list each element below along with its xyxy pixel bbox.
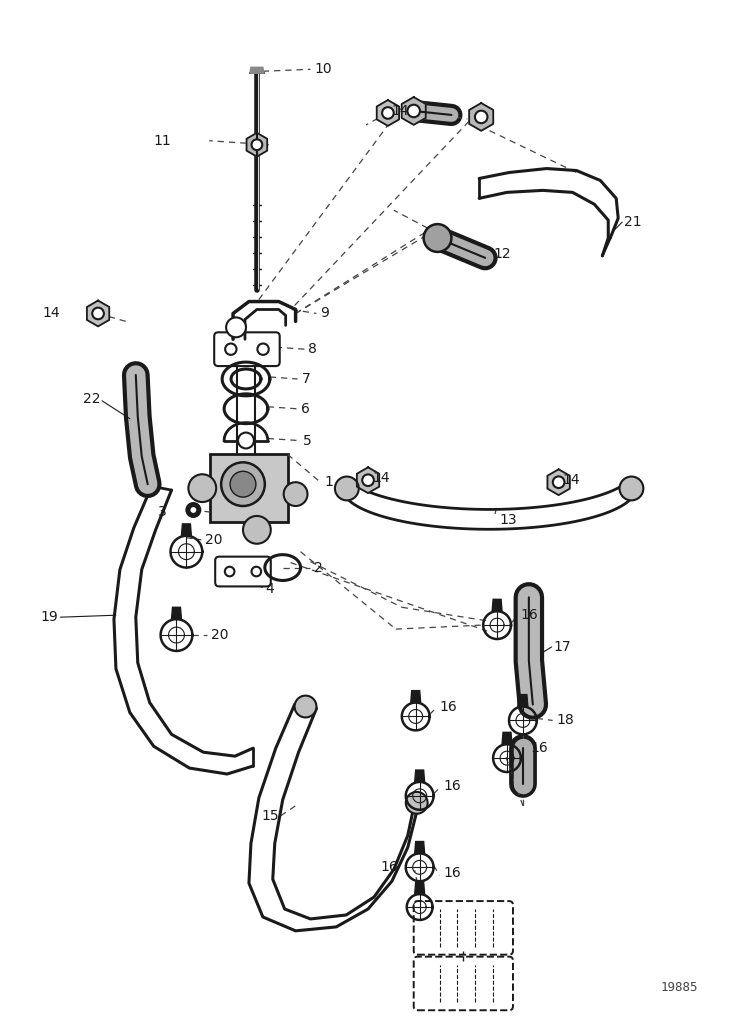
Polygon shape: [172, 608, 182, 619]
Text: 16: 16: [531, 741, 548, 755]
Polygon shape: [470, 103, 494, 131]
Circle shape: [225, 567, 235, 576]
Circle shape: [335, 476, 358, 501]
Circle shape: [424, 224, 451, 251]
Text: 1: 1: [325, 475, 333, 490]
Circle shape: [475, 111, 488, 123]
Text: 5: 5: [302, 434, 311, 448]
Text: 13: 13: [499, 513, 517, 527]
Polygon shape: [250, 67, 264, 73]
Text: 9: 9: [320, 306, 329, 321]
Text: 19885: 19885: [660, 981, 698, 995]
Polygon shape: [402, 97, 426, 125]
Text: 14: 14: [372, 471, 390, 486]
FancyBboxPatch shape: [414, 901, 513, 955]
Circle shape: [553, 476, 565, 488]
Circle shape: [620, 476, 644, 501]
Text: 15: 15: [261, 808, 279, 823]
Circle shape: [251, 139, 262, 150]
Circle shape: [407, 105, 420, 117]
Polygon shape: [492, 600, 502, 611]
Bar: [210, 454, 288, 522]
Text: 20: 20: [211, 628, 229, 642]
Text: 21: 21: [624, 215, 642, 229]
Polygon shape: [548, 469, 570, 495]
Text: 17: 17: [554, 640, 572, 654]
Text: 16: 16: [521, 608, 538, 622]
Text: 22: 22: [82, 392, 100, 406]
FancyBboxPatch shape: [214, 332, 280, 366]
Text: 20: 20: [206, 532, 223, 547]
Circle shape: [221, 462, 265, 506]
FancyBboxPatch shape: [414, 957, 513, 1010]
Polygon shape: [411, 690, 421, 702]
Polygon shape: [376, 100, 399, 126]
Text: 4: 4: [265, 582, 274, 597]
Text: 19: 19: [40, 610, 58, 624]
Circle shape: [284, 483, 308, 506]
Text: 2: 2: [314, 561, 323, 574]
Polygon shape: [502, 732, 512, 744]
Polygon shape: [415, 842, 424, 853]
Text: 16: 16: [440, 699, 458, 714]
Circle shape: [187, 503, 200, 517]
Text: 16: 16: [380, 860, 398, 874]
Polygon shape: [182, 524, 191, 535]
Text: 6: 6: [301, 402, 310, 415]
Circle shape: [243, 516, 271, 544]
Circle shape: [190, 506, 197, 514]
Circle shape: [92, 307, 104, 320]
Text: 14: 14: [392, 104, 410, 118]
Circle shape: [295, 695, 316, 718]
Circle shape: [226, 318, 246, 337]
Polygon shape: [518, 694, 528, 706]
Polygon shape: [415, 770, 424, 782]
Circle shape: [188, 474, 216, 502]
Text: 16: 16: [443, 779, 461, 793]
Circle shape: [362, 474, 374, 486]
Circle shape: [406, 792, 427, 813]
Polygon shape: [415, 883, 424, 894]
FancyBboxPatch shape: [215, 557, 271, 586]
Circle shape: [230, 471, 256, 497]
Text: 7: 7: [302, 372, 310, 386]
Circle shape: [382, 107, 394, 119]
Polygon shape: [357, 467, 380, 493]
Circle shape: [225, 343, 236, 355]
Circle shape: [251, 567, 261, 576]
Text: 10: 10: [314, 62, 332, 76]
Text: 12: 12: [493, 247, 511, 261]
Circle shape: [257, 343, 268, 355]
Text: 18: 18: [556, 714, 574, 728]
Text: 14: 14: [562, 473, 580, 488]
Text: 14: 14: [43, 306, 60, 321]
Polygon shape: [247, 132, 267, 157]
Text: 8: 8: [308, 342, 317, 356]
Text: 16: 16: [443, 866, 461, 881]
Text: 11: 11: [154, 133, 172, 148]
Circle shape: [238, 433, 254, 449]
Polygon shape: [87, 300, 109, 327]
Text: 3: 3: [158, 505, 166, 519]
